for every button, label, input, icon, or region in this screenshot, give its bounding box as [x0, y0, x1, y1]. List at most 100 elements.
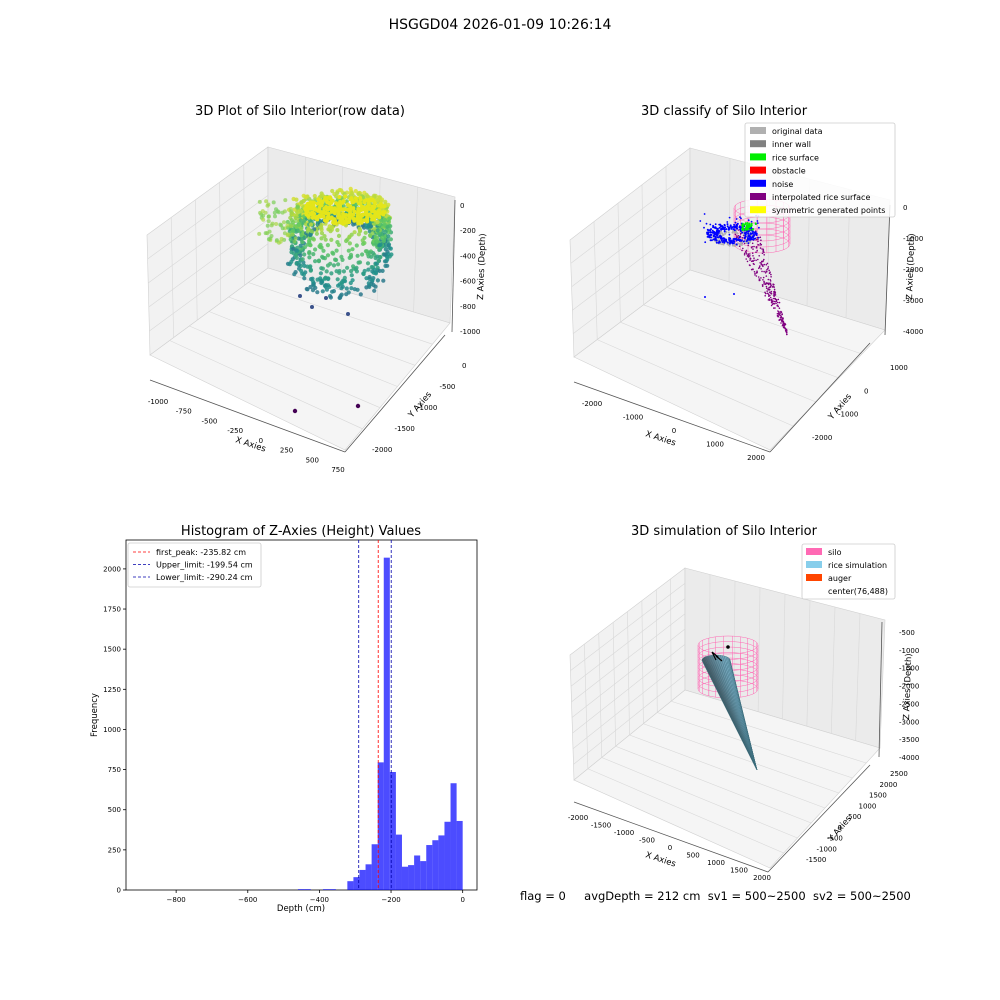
raw-point — [375, 239, 380, 244]
raw-point — [316, 258, 321, 263]
raw-point — [330, 188, 335, 194]
rice-surface-point — [748, 223, 751, 226]
raw-point — [328, 195, 332, 200]
legend-label: first_peak: -235.82 cm — [156, 548, 246, 557]
raw-point — [335, 228, 340, 233]
noise-point — [735, 239, 738, 242]
raw-point — [339, 188, 344, 193]
interpolated-point — [736, 236, 738, 239]
histogram-y-tick: 0 — [117, 887, 121, 895]
legend-swatch — [750, 166, 766, 174]
raw-point — [273, 214, 277, 219]
raw-point — [362, 235, 367, 240]
interpolated-point — [772, 283, 774, 286]
raw-point — [350, 198, 355, 203]
noise-point — [728, 239, 731, 242]
raw-point — [353, 189, 358, 194]
noise-point — [716, 227, 719, 230]
histogram-bar — [426, 845, 433, 890]
interpolated-point — [766, 282, 768, 285]
rice-surface-point — [754, 223, 757, 225]
raw-point — [298, 243, 303, 248]
interpolated-point — [784, 324, 786, 326]
panel4-x-tick: -2000 — [568, 814, 588, 822]
interpolated-point — [745, 250, 747, 253]
noise-point — [739, 216, 741, 219]
raw-point — [290, 232, 295, 237]
rice-surface-point — [744, 222, 747, 225]
histogram-bar — [322, 889, 330, 890]
interpolated-point — [781, 318, 783, 320]
noise-point — [753, 233, 755, 236]
surface-facet — [729, 659, 758, 771]
noise-point — [699, 220, 702, 222]
raw-point — [274, 222, 279, 226]
raw-point — [382, 252, 387, 257]
histogram-bar — [456, 820, 463, 890]
raw-point — [286, 232, 291, 237]
raw-point — [282, 209, 287, 214]
raw-point — [321, 214, 326, 219]
raw-point — [261, 213, 266, 218]
panel4-x-tick: 500 — [686, 852, 699, 860]
raw-point — [339, 280, 344, 285]
raw-point — [349, 286, 354, 291]
interpolated-point — [767, 299, 770, 301]
interpolated-point — [773, 288, 776, 291]
interpolated-point — [765, 287, 768, 290]
raw-point — [287, 262, 292, 267]
panel2-x-tick: 2000 — [747, 454, 765, 462]
interpolated-point — [782, 326, 785, 329]
interpolated-point — [773, 307, 775, 309]
raw-point — [283, 198, 288, 203]
histogram-bar — [359, 869, 366, 890]
interpolated-point — [770, 300, 773, 302]
noise-point — [746, 237, 749, 239]
panel1-x-tick: 500 — [306, 456, 319, 464]
noise-point — [703, 213, 706, 215]
interpolated-point — [735, 235, 738, 237]
sv2-readout: sv2 = 500~2500 — [812, 889, 911, 903]
raw-point — [344, 238, 349, 244]
original-point — [739, 244, 742, 247]
raw-point — [347, 241, 352, 246]
raw-point — [387, 216, 392, 221]
histogram-bar — [408, 865, 415, 890]
interpolated-point — [763, 254, 765, 256]
raw-point — [327, 205, 332, 210]
interpolated-point — [775, 300, 778, 303]
avg-depth-readout: avgDepth = 212 cm — [584, 889, 701, 903]
raw-point — [350, 213, 355, 217]
panel4-y-tick: 0 — [838, 824, 842, 832]
interpolated-point — [770, 290, 773, 293]
raw-point — [282, 231, 287, 236]
raw-point — [296, 228, 301, 233]
histogram-bar — [304, 889, 311, 890]
raw-point — [333, 257, 338, 262]
raw-point — [324, 198, 329, 203]
raw-point — [280, 226, 285, 231]
interpolated-point — [754, 274, 756, 276]
noise-point — [752, 236, 754, 239]
raw-point — [317, 198, 322, 203]
interpolated-point — [774, 298, 777, 301]
noise-point — [749, 233, 752, 235]
raw-point — [342, 219, 347, 224]
histogram-bar — [438, 835, 445, 890]
noise-point — [703, 226, 705, 229]
noise-point — [721, 237, 724, 240]
interpolated-point — [760, 260, 763, 263]
raw-point — [319, 280, 324, 286]
interpolated-point — [737, 234, 740, 237]
legend-label: Lower_limit: -290.24 cm — [156, 573, 253, 582]
raw-point — [338, 218, 343, 223]
raw-point — [315, 290, 320, 295]
raw-point — [386, 243, 391, 248]
noise-point — [712, 226, 715, 229]
raw-point — [265, 223, 270, 228]
raw-point — [377, 215, 382, 220]
panel4-y-tick: -1500 — [806, 856, 826, 864]
raw-point — [366, 206, 371, 211]
raw-point — [310, 305, 314, 309]
raw-point — [274, 238, 279, 243]
